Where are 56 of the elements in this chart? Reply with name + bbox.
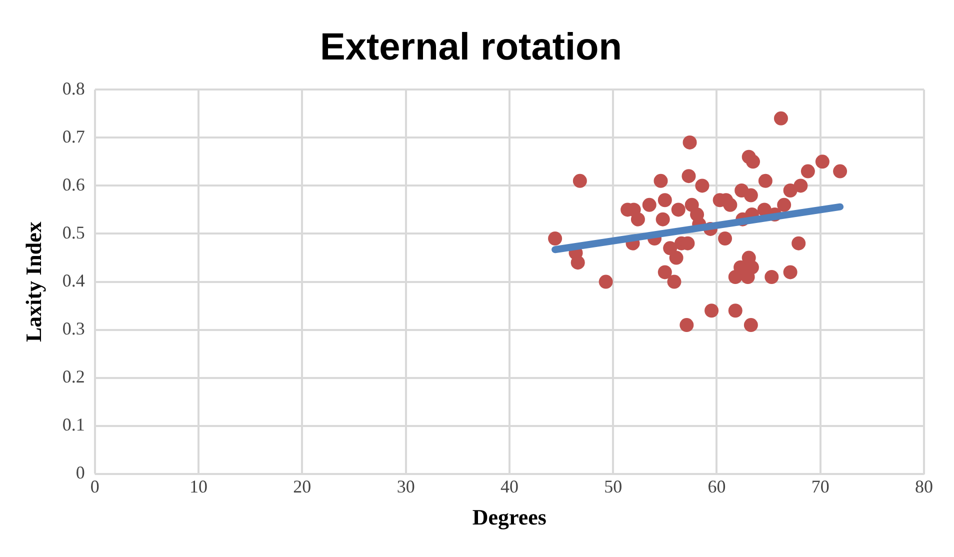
point: [658, 265, 672, 280]
x-tick-label: 40: [500, 476, 518, 497]
point: [704, 304, 719, 318]
point: [680, 318, 694, 332]
x-tick-label: 80: [915, 476, 933, 497]
point: [598, 274, 613, 289]
y-tick-label: 0.4: [62, 270, 85, 291]
point: [744, 260, 759, 274]
point: [669, 250, 684, 265]
point: [654, 174, 668, 188]
point: [783, 265, 798, 280]
chart-title: External rotation: [320, 26, 622, 68]
point: [667, 274, 682, 289]
point: [630, 212, 645, 226]
point: [758, 174, 772, 188]
point: [774, 111, 788, 126]
y-tick-label: 0: [76, 462, 85, 483]
x-tick-label: 10: [190, 476, 208, 497]
x-tick-label: 60: [708, 476, 726, 497]
point: [656, 212, 670, 226]
point: [570, 256, 585, 270]
x-tick-label: 50: [604, 476, 622, 497]
x-tick-label: 30: [396, 476, 415, 497]
point: [718, 232, 732, 246]
y-tick-label: 0.3: [62, 318, 85, 339]
point: [548, 232, 562, 246]
point: [794, 178, 808, 193]
y-tick-label: 0.1: [62, 414, 85, 435]
point: [764, 270, 779, 284]
point: [658, 193, 672, 208]
y-axis-title: Laxity Index: [20, 222, 46, 342]
point: [833, 164, 848, 178]
y-tick-label: 0.6: [62, 174, 85, 194]
point: [682, 169, 696, 184]
point: [777, 198, 792, 212]
x-tick-label: 20: [293, 476, 312, 497]
point: [792, 236, 806, 250]
point: [728, 304, 742, 318]
point: [695, 178, 710, 193]
point: [682, 135, 697, 150]
x-tick-label: 0: [90, 476, 100, 497]
y-tick-label: 0.2: [62, 366, 85, 387]
point: [642, 198, 656, 212]
y-tick-label: 0.7: [62, 126, 85, 146]
point: [744, 188, 758, 202]
point: [815, 154, 830, 169]
x-tick-label: 70: [811, 476, 830, 497]
y-tick-label: 0.8: [62, 78, 85, 98]
x-axis-title: Degrees: [472, 504, 547, 530]
point: [800, 164, 815, 178]
point: [746, 154, 760, 169]
point: [744, 318, 758, 332]
y-tick-label: 0.5: [62, 222, 85, 242]
point: [572, 174, 587, 188]
point: [671, 202, 686, 217]
point: [723, 198, 738, 212]
